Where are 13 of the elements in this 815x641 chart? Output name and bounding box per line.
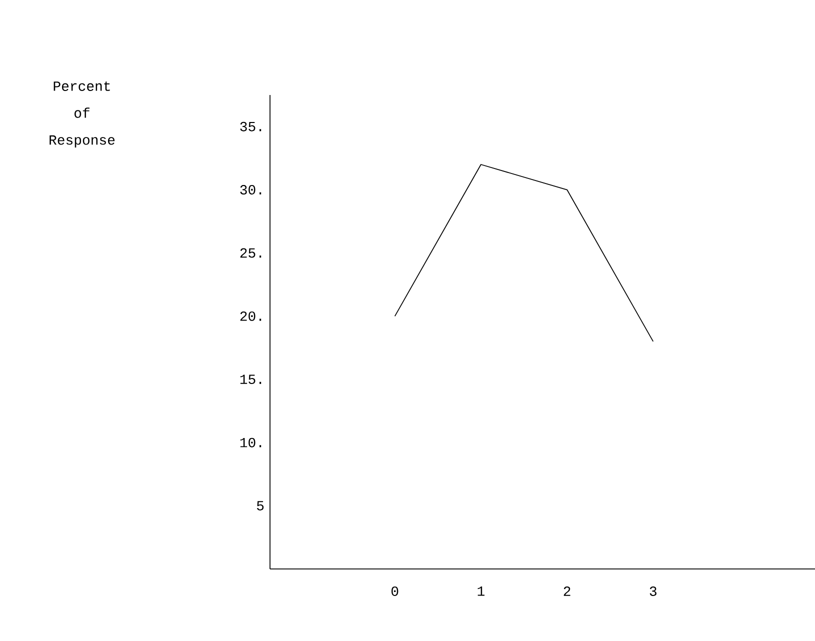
x-tick-label: 2 [564,586,570,596]
y-tick-label: 5 [256,501,264,510]
y-tick-label: 20. [240,311,262,321]
y-tick-label: 15. [240,374,262,384]
x-tick-label: 0 [392,586,398,596]
text: Percent of Response [50,82,115,148]
y-tick-label: 35. [240,122,262,132]
x-tick-label: 1 [478,586,484,596]
y-tick-label: 25. [240,248,262,258]
x-tick-label: 3 [650,586,656,596]
y-tick-label: 10. [240,438,262,448]
y-tick-label: 30. [240,185,262,195]
line-series [394,164,654,342]
